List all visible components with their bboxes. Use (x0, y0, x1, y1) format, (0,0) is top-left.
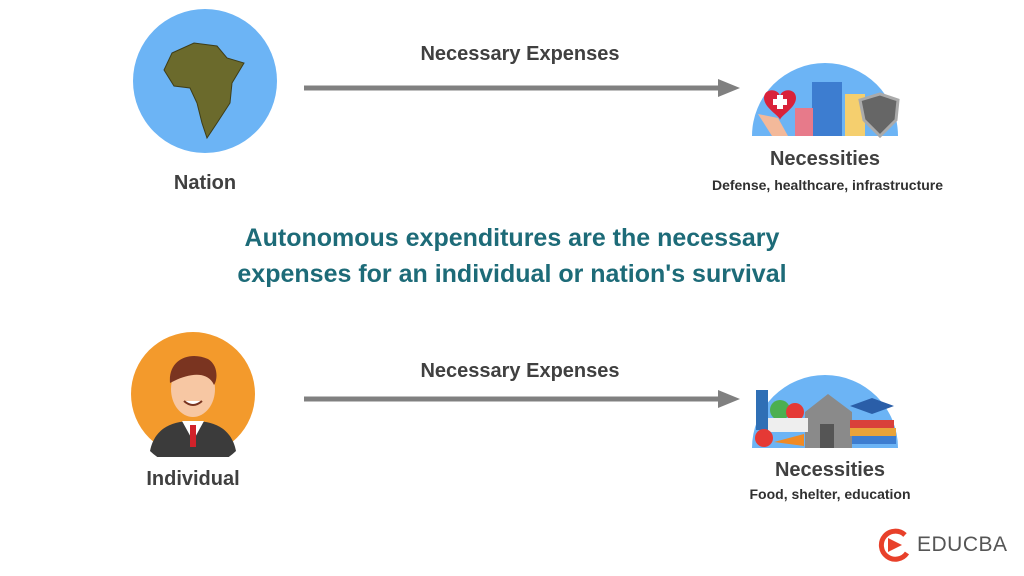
educba-logo-icon (878, 528, 910, 562)
headline-line-1: Autonomous expenditures are the necessar… (244, 224, 780, 252)
individual-necessities-title: Necessities (774, 459, 886, 481)
educba-logo-text: EDUCBA (917, 533, 1008, 556)
bottom-arrow-label: Necessary Expenses (420, 360, 620, 382)
nation-necessities-title: Necessities (769, 148, 881, 170)
nation-globe-icon (133, 9, 277, 153)
top-arrow (304, 79, 740, 97)
nation-label: Nation (173, 172, 237, 194)
nation-necessities-subtitle: Defense, healthcare, infrastructure (711, 177, 944, 193)
nation-necessities-icon (752, 63, 900, 138)
individual-label: Individual (146, 468, 240, 490)
individual-necessities-icon (752, 375, 898, 448)
individual-avatar-icon (131, 332, 255, 457)
headline-line-2: expenses for an individual or nation's s… (237, 260, 787, 288)
educba-logo: EDUCBA (875, 527, 1008, 563)
bottom-arrow (304, 390, 740, 408)
top-arrow-label: Necessary Expenses (420, 43, 620, 65)
individual-necessities-subtitle: Food, shelter, education (749, 486, 911, 502)
